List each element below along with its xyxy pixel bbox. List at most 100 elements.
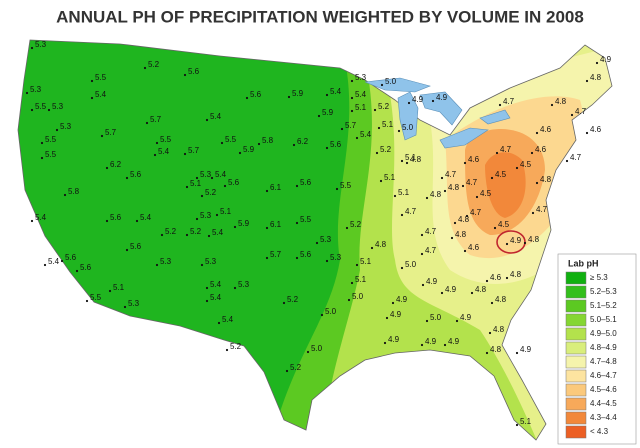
site-ph: 5.7 xyxy=(150,115,162,124)
legend-label: 5.1–5.2 xyxy=(590,301,617,310)
site-ph: 5.2 xyxy=(190,227,202,236)
site-dot xyxy=(185,185,189,189)
site-dot xyxy=(60,259,64,263)
site-ph: 4.8 xyxy=(540,175,552,184)
site-ph: 5.3 xyxy=(35,40,47,49)
site-dot xyxy=(515,166,519,170)
site-dot xyxy=(25,91,29,95)
site-dot xyxy=(123,305,127,309)
site-dot xyxy=(320,313,324,317)
site-ph: 5.4 xyxy=(330,87,342,96)
site-dot xyxy=(265,256,269,260)
site-dot xyxy=(465,214,469,218)
site-dot xyxy=(493,226,497,230)
site-ph: 5.1 xyxy=(113,283,125,292)
site-ph: 4.7 xyxy=(470,208,482,217)
site-ph: 5.2 xyxy=(148,60,160,69)
site-dot xyxy=(397,129,401,133)
site-dot xyxy=(350,79,354,83)
site-ph: 5.0 xyxy=(402,123,414,132)
title: ANNUAL PH OF PRECIPITATION WEIGHTED BY V… xyxy=(56,7,584,26)
site-dot xyxy=(400,266,404,270)
site-dot xyxy=(285,369,289,373)
site-dot xyxy=(443,189,447,193)
site-ph: 5.3 xyxy=(52,102,64,111)
legend-swatch xyxy=(565,271,587,285)
site-ph: 6.2 xyxy=(297,137,309,146)
site-ph: 4.5 xyxy=(520,160,532,169)
site-dot xyxy=(282,301,286,305)
site-dot xyxy=(350,109,354,113)
site-ph: 6.2 xyxy=(110,160,122,169)
site-dot xyxy=(225,348,229,352)
site-dot xyxy=(215,213,219,217)
site-ph: 4.7 xyxy=(425,227,437,236)
site-dot xyxy=(200,194,204,198)
site-dot xyxy=(195,176,199,180)
legend-swatch xyxy=(565,327,587,341)
site-dot xyxy=(125,176,129,180)
site-ph: 4.8 xyxy=(430,190,442,199)
site-ph: 4.8 xyxy=(510,270,522,279)
site-dot xyxy=(440,176,444,180)
site-dot xyxy=(155,141,159,145)
site-dot xyxy=(217,321,221,325)
site-dot xyxy=(160,233,164,237)
site-ph: 4.5 xyxy=(495,170,507,179)
site-dot xyxy=(420,233,424,237)
site-dot xyxy=(440,291,444,295)
site-dot xyxy=(210,176,214,180)
site-ph: 5.0 xyxy=(352,292,364,301)
site-dot xyxy=(205,286,209,290)
site-dot xyxy=(495,151,499,155)
site-dot xyxy=(233,286,237,290)
site-dot xyxy=(85,299,89,303)
site-ph: 5.5 xyxy=(45,150,57,159)
site-dot xyxy=(550,103,554,107)
site-dot xyxy=(585,131,589,135)
site-ph: 4.8 xyxy=(555,97,567,106)
site-ph: 5.5 xyxy=(35,102,47,111)
site-ph: 5.6 xyxy=(330,140,342,149)
site-dot xyxy=(287,95,291,99)
site-dot xyxy=(461,184,465,188)
site-ph: 4.8 xyxy=(528,235,540,244)
site-ph: 4.6 xyxy=(535,145,547,154)
site-ph: 4.9 xyxy=(426,277,438,286)
site-dot xyxy=(355,136,359,140)
legend-label: ≥ 5.3 xyxy=(590,273,608,282)
site-dot xyxy=(295,221,299,225)
site-dot xyxy=(292,143,296,147)
legend-title: Lab pH xyxy=(568,258,599,268)
site-dot xyxy=(463,161,467,165)
site-ph: 5.1 xyxy=(355,103,367,112)
legend-label: 4.9–5.0 xyxy=(590,329,617,338)
site-dot xyxy=(40,141,44,145)
site-dot xyxy=(183,152,187,156)
site-dot xyxy=(498,103,502,107)
site-ph: 4.7 xyxy=(536,205,548,214)
site-ph: 4.6 xyxy=(468,155,480,164)
site-dot xyxy=(55,128,59,132)
site-dot xyxy=(475,195,479,199)
site-ph: 5.2 xyxy=(380,145,392,154)
site-ph: 5.3 xyxy=(30,85,42,94)
site-dot xyxy=(100,134,104,138)
site-dot xyxy=(485,279,489,283)
site-dot xyxy=(325,146,329,150)
site-dot xyxy=(391,301,395,305)
site-ph: 4.8 xyxy=(493,325,505,334)
site-dot xyxy=(420,252,424,256)
site-dot xyxy=(245,96,249,100)
site-ph: 5.6 xyxy=(130,170,142,179)
site-ph: 5.2 xyxy=(378,102,390,111)
legend-label: 4.4–4.5 xyxy=(590,399,617,408)
site-dot xyxy=(515,351,519,355)
site-ph: 5.4 xyxy=(212,228,224,237)
site-ph: 5.5 xyxy=(90,293,102,302)
site-ph: 5.9 xyxy=(292,89,304,98)
site-dot xyxy=(325,259,329,263)
site-dot xyxy=(90,96,94,100)
site-dot xyxy=(90,79,94,83)
